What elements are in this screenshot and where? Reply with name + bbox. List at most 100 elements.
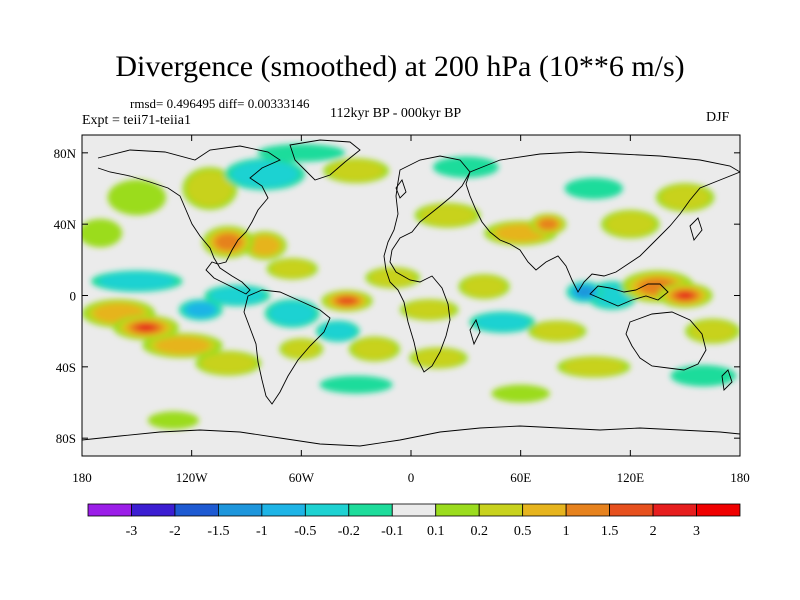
- colorbar-label: 0.2: [470, 524, 488, 539]
- field-cell: [413, 348, 463, 367]
- field-cell: [257, 143, 346, 162]
- coastline-south-america: [243, 289, 331, 405]
- coastline-asia: [465, 151, 740, 293]
- field-cell: [328, 160, 384, 182]
- field-cell: [491, 384, 550, 403]
- colorbar-label: -0.2: [338, 524, 360, 539]
- colorbar-label: -0.5: [294, 524, 316, 539]
- coastlines: [82, 139, 740, 447]
- colorbar-swatch: [131, 503, 176, 517]
- colorbar-swatch: [391, 503, 437, 517]
- colorbar-swatch: [435, 503, 480, 517]
- field-cell: [369, 268, 416, 287]
- x-tick-label: 120W: [176, 470, 209, 485]
- field-cell: [419, 204, 476, 226]
- colorbar-swatch: [217, 503, 263, 517]
- x-tick-label: 180: [72, 470, 92, 485]
- coastline-north-america: [97, 145, 281, 295]
- field-cell: [82, 218, 123, 248]
- y-tick-label: 40N: [54, 217, 77, 232]
- coastline-antarctica: [82, 425, 740, 447]
- colorbar-swatch: [174, 503, 219, 517]
- field-cell: [282, 340, 320, 358]
- coastline-japan: [689, 217, 703, 241]
- field-cell: [532, 322, 582, 341]
- field-cell: [139, 325, 153, 331]
- stats-text: rmsd= 0.496495 diff= 0.00333146: [130, 96, 310, 111]
- colorbar-label: -1.5: [207, 524, 229, 539]
- field-cell: [214, 233, 242, 251]
- field-cell: [319, 375, 393, 394]
- field-cell: [249, 235, 280, 256]
- field-cell: [563, 357, 625, 376]
- field-cell: [147, 411, 199, 430]
- colorbar-label: -3: [126, 524, 138, 539]
- figure-title: Divergence (smoothed) at 200 hPa (10**6 …: [115, 50, 685, 83]
- colorbar-swatch: [609, 503, 654, 517]
- field-cell: [679, 293, 691, 298]
- field-cell: [231, 160, 299, 188]
- colorbar-label: 1: [563, 524, 570, 539]
- colorbar-swatch: [696, 503, 741, 517]
- colorbar-swatch: [348, 503, 393, 517]
- x-tick-label: 180: [730, 470, 750, 485]
- x-tick-label: 120E: [617, 470, 645, 485]
- field-cell: [209, 286, 265, 305]
- y-tick-label: 0: [70, 289, 77, 304]
- colorbar-label: 2: [650, 524, 657, 539]
- field-cell: [538, 218, 558, 230]
- colorbar-label: -1: [256, 524, 268, 539]
- colorbar-label: 0.1: [427, 524, 445, 539]
- coastline-new-zealand: [721, 369, 733, 391]
- season-label: DJF: [706, 110, 730, 125]
- field-cell: [319, 322, 357, 341]
- field-cell: [270, 259, 314, 278]
- field-cell: [352, 338, 396, 360]
- colorbar-swatch: [261, 503, 306, 517]
- y-tick-label: 80S: [56, 431, 76, 446]
- coastline-madagascar: [469, 318, 481, 346]
- period-label: 112kyr BP - 000kyr BP: [330, 106, 462, 121]
- colorbar-swatch: [87, 503, 132, 517]
- field-cell: [462, 276, 506, 298]
- coastline-europe-africa: [383, 155, 471, 373]
- colorbar-label: 3: [693, 524, 700, 539]
- coastline-uk: [395, 179, 407, 199]
- field-cell: [660, 185, 710, 210]
- colorbar-label: 1.5: [601, 524, 619, 539]
- x-tick-label: 60W: [289, 470, 315, 485]
- colorbar-swatch: [478, 503, 524, 517]
- field-cell: [404, 300, 454, 319]
- field-cell: [689, 320, 736, 342]
- coastline-greenland: [289, 139, 361, 181]
- coastline-maritime-continent: [589, 283, 669, 307]
- field-cell: [337, 296, 357, 305]
- y-tick-label: 80N: [54, 146, 77, 161]
- colorbar-label: -2: [169, 524, 181, 539]
- colorbar-swatch: [565, 503, 611, 517]
- field-cell: [269, 301, 316, 326]
- field-cell: [186, 170, 233, 207]
- y-tick-label: 40S: [56, 360, 76, 375]
- field-cell: [185, 302, 216, 318]
- field-cell: [474, 313, 531, 332]
- colorbar-swatch: [652, 503, 697, 517]
- colorbar-label: 0.5: [514, 524, 532, 539]
- colorbar-swatch: [522, 503, 567, 517]
- colorbar-swatch: [304, 503, 350, 517]
- field-cell: [200, 352, 256, 374]
- divergence-field: [82, 143, 740, 430]
- field-cell: [564, 177, 624, 200]
- field-cell: [155, 336, 210, 354]
- field-cell: [670, 365, 737, 387]
- field-cell: [605, 212, 655, 237]
- field-cell: [107, 179, 167, 216]
- coastline-australia: [625, 311, 707, 371]
- experiment-label: Expt = teii71-teiia1: [82, 113, 191, 128]
- axis-ticks: 180 120W 60W 0 60E 120E 180 80N 40N 0 40S 80S: [54, 135, 750, 485]
- x-tick-label: 60E: [510, 470, 531, 485]
- colorbar: -3 -2 -1.5 -1 -0.5 -0.2 -0.1 0.1 0.2 0.5 1 1.5 2 3: [87, 503, 741, 539]
- x-tick-label: 0: [408, 470, 415, 485]
- field-cell: [98, 272, 176, 291]
